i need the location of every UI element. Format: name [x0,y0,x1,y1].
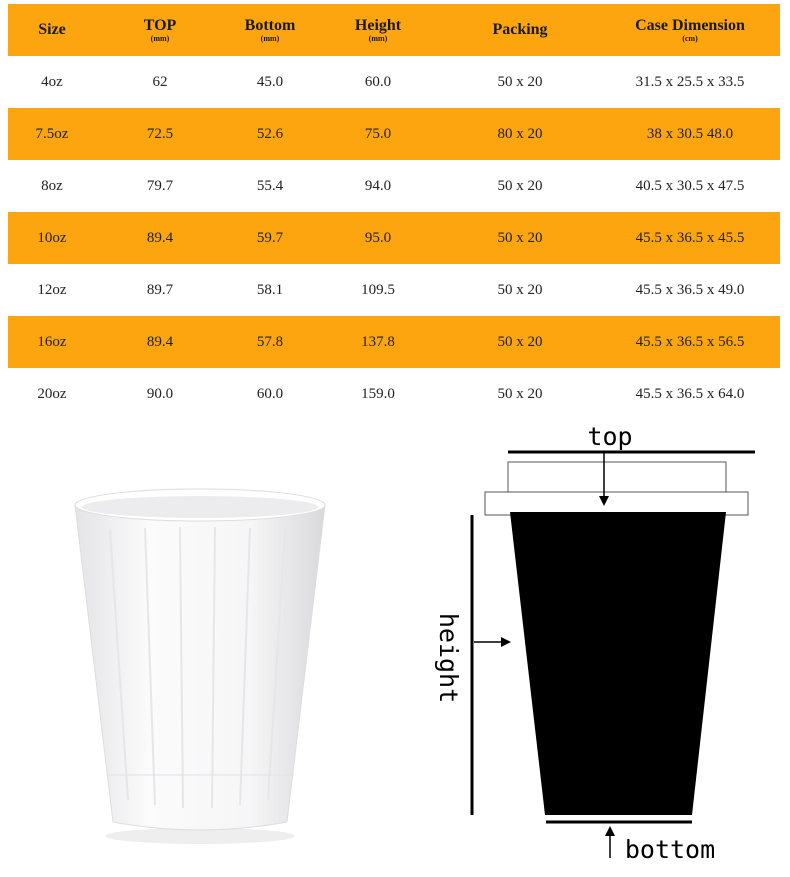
header-cell: Size [38,4,66,56]
table-cell: 60.0 [256,385,284,402]
table-cell: 80 x 20 [497,125,543,142]
table-row: 4oz 62 45.0 60.0 50 x 20 31.5 x 25.5 x 33.5 [8,56,780,108]
header-unit: (mm) [368,34,388,43]
table-cell: 50 x 20 [497,281,543,298]
header-cell: TOP (mm) [144,4,177,56]
table-cell: 58.1 [256,281,284,298]
table-cell: 10oz [37,229,67,246]
bottom-label: bottom [625,835,715,864]
table-cell: 62 [152,73,168,90]
table-cell: 72.5 [146,125,174,142]
header-cell: Height (mm) [355,4,401,56]
table-cell: 57.8 [256,333,284,350]
top-label: top [587,422,632,451]
table-row: 8oz 79.7 55.4 94.0 50 x 20 40.5 x 30.5 x 47.5 [8,160,780,212]
table-cell: 16oz [37,333,67,350]
table-cell: 95.0 [364,229,392,246]
table-cell: 8oz [41,177,63,194]
table-cell: 60.0 [364,73,392,90]
table-cell: 59.7 [256,229,284,246]
table-cell: 94.0 [364,177,392,194]
header-unit: (cm) [682,34,698,43]
table-cell: 79.7 [146,177,174,194]
header-label: Packing [492,21,548,38]
header-label: Bottom [244,17,296,34]
header-label: Height [354,17,402,34]
height-label: height [434,613,463,703]
cup-photo [74,488,326,844]
table-cell: 50 x 20 [497,177,543,194]
table-cell: 50 x 20 [497,385,543,402]
table-cell: 55.4 [256,177,284,194]
table-cell: 45.0 [256,73,284,90]
table-cell: 109.5 [361,281,395,298]
table-cell: 45.5 x 36.5 x 49.0 [635,281,745,298]
table-cell: 4oz [41,73,63,90]
header-unit: (mm) [150,34,170,43]
header-label: Size [38,21,66,38]
table-cell: 159.0 [361,385,395,402]
header-row: Size TOP (mm) Bottom (mm) Height (mm) Packing Ca… [8,4,780,56]
table-cell: 38 x 30.5 48.0 [646,125,734,142]
table-row: 7.5oz 72.5 52.6 75.0 80 x 20 38 x 30.5 48.0 [8,108,780,160]
header-label: Case Dimension [635,17,745,34]
table-cell: 50 x 20 [497,73,543,90]
table-cell: 90.0 [146,385,174,402]
table-row: 20oz 90.0 60.0 159.0 50 x 20 45.5 x 36.5 x 64… [8,368,780,420]
table-cell: 31.5 x 25.5 x 33.5 [635,73,745,90]
header-label: TOP [143,17,177,34]
table-row: 16oz 89.4 57.8 137.8 50 x 20 45.5 x 36.5 x 56… [8,316,780,368]
dimension-diagram: top height bottom [434,422,755,864]
header-cell: Packing [492,4,547,56]
table-cell: 50 x 20 [497,229,543,246]
table-cell: 89.4 [146,333,174,350]
table-cell: 45.5 x 36.5 x 64.0 [635,385,745,402]
table-cell: 52.6 [256,125,284,142]
table-cell: 20oz [37,385,67,402]
table-cell: 89.4 [146,229,174,246]
table-cell: 50 x 20 [497,333,543,350]
table-row: 10oz 89.4 59.7 95.0 50 x 20 45.5 x 36.5 x 45.… [8,212,780,264]
header-unit: (mm) [260,34,280,43]
table-cell: 137.8 [361,333,395,350]
table-cell: 12oz [37,281,67,298]
table-cell: 75.0 [364,125,392,142]
table-cell: 45.5 x 36.5 x 56.5 [635,333,745,350]
header-cell: Bottom (mm) [245,4,296,56]
table-cell: 45.5 x 36.5 x 45.5 [635,229,745,246]
table-cell: 89.7 [146,281,174,298]
table-row: 12oz 89.7 58.1 109.5 50 x 20 45.5 x 36.5 x 49… [8,264,780,316]
table-cell: 40.5 x 30.5 x 47.5 [635,177,745,194]
table-cell: 7.5oz [35,125,69,142]
header-cell: Case Dimension (cm) [635,4,745,56]
